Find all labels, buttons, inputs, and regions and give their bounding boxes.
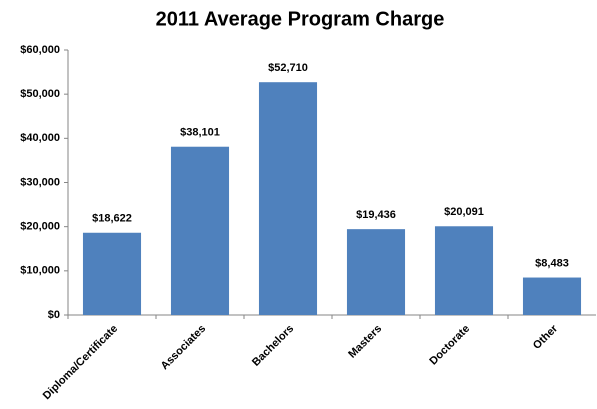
bar <box>522 277 582 315</box>
y-tick-label: $60,000 <box>20 44 60 56</box>
bar <box>258 82 318 315</box>
data-label: $18,622 <box>92 213 132 225</box>
y-tick-label: $10,000 <box>20 265 60 277</box>
x-tick-label: Bachelors <box>250 323 296 369</box>
y-tick-label: $20,000 <box>20 221 60 233</box>
bar <box>434 226 494 315</box>
y-tick-label: $40,000 <box>20 132 60 144</box>
chart-title: 2011 Average Program Charge <box>156 8 445 30</box>
x-tick-label: Other <box>531 322 561 352</box>
data-label: $52,710 <box>268 62 308 74</box>
y-tick-label: $50,000 <box>20 88 60 100</box>
data-label: $20,091 <box>444 206 484 218</box>
data-label: $8,483 <box>535 257 569 269</box>
x-tick-label: Associates <box>159 323 209 373</box>
x-tick-label: Diploma/Certificate <box>41 323 120 402</box>
data-label: $19,436 <box>356 209 396 221</box>
bar <box>346 229 406 315</box>
x-tick-label: Doctorate <box>427 323 472 368</box>
x-tick-label: Masters <box>346 323 384 361</box>
bar <box>170 146 230 315</box>
bar <box>82 232 142 315</box>
y-tick-label: $0 <box>48 309 60 321</box>
data-label: $38,101 <box>180 127 220 139</box>
y-tick-label: $30,000 <box>20 176 60 188</box>
